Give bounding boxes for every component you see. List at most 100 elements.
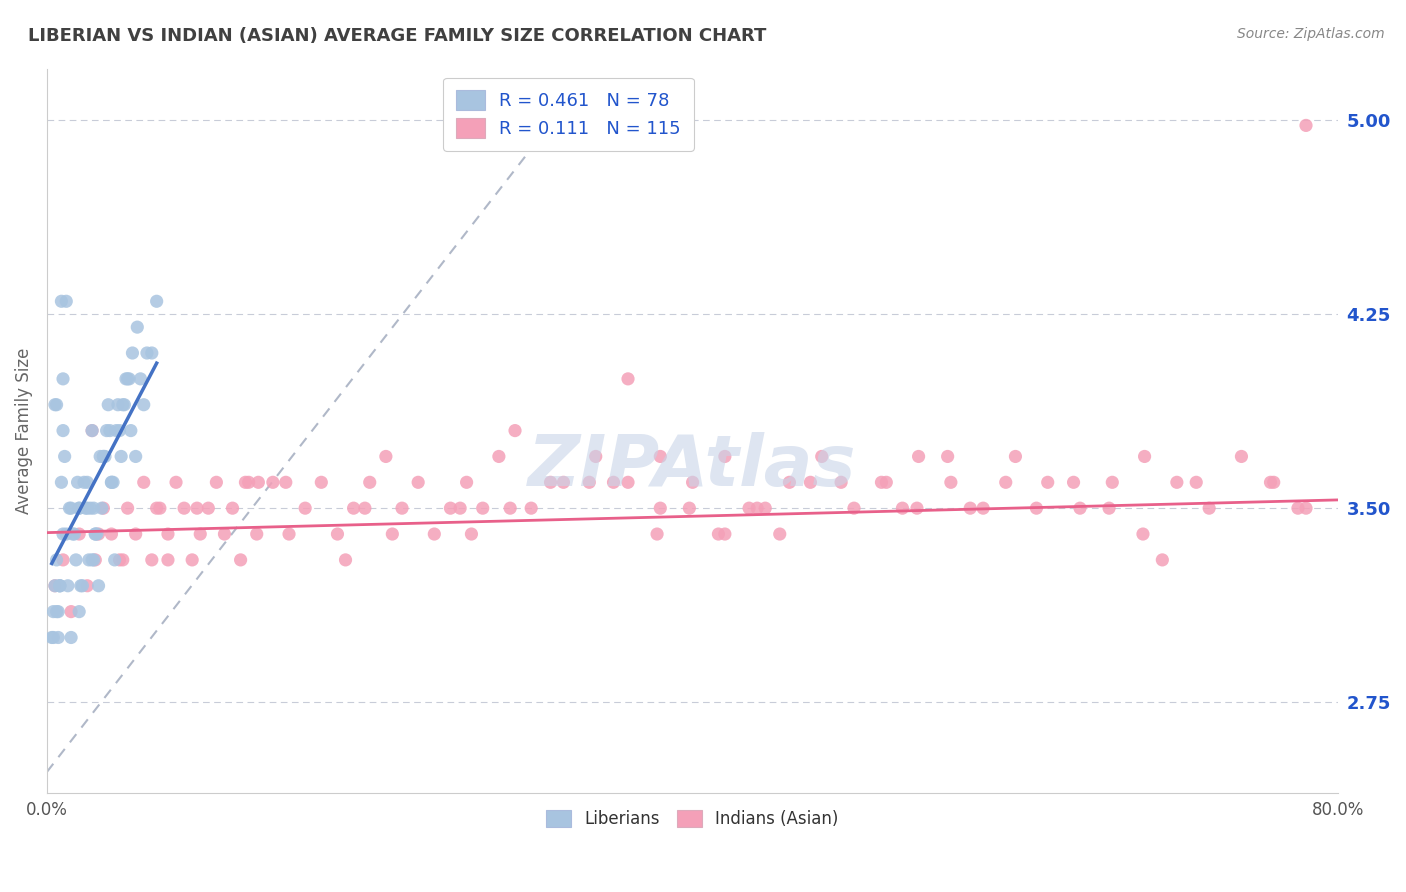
Point: [540, 475, 562, 490]
Point: [72, 579, 94, 593]
Point: [87, 527, 110, 541]
Point: [67, 501, 90, 516]
Point: [830, 475, 852, 490]
Point: [235, 475, 257, 490]
Point: [617, 475, 640, 490]
Point: [45, 553, 67, 567]
Point: [51, 475, 73, 490]
Point: [342, 501, 364, 516]
Point: [747, 501, 769, 516]
Point: [1295, 119, 1317, 133]
Point: [44, 398, 66, 412]
Point: [84, 527, 107, 541]
Point: [1230, 450, 1253, 464]
Point: [229, 553, 252, 567]
Point: [83, 553, 105, 567]
Point: [747, 850, 769, 864]
Point: [238, 475, 260, 490]
Legend: Liberians, Indians (Asian): Liberians, Indians (Asian): [540, 804, 845, 835]
Point: [80, 424, 103, 438]
Point: [1198, 501, 1220, 516]
Point: [127, 320, 149, 334]
Point: [49, 579, 72, 593]
Point: [905, 501, 928, 516]
Point: [602, 475, 624, 490]
Point: [471, 501, 494, 516]
Point: [156, 527, 179, 541]
Point: [381, 527, 404, 541]
Point: [100, 475, 122, 490]
Point: [1025, 501, 1047, 516]
Point: [44, 579, 66, 593]
Point: [141, 553, 163, 567]
Point: [145, 501, 167, 516]
Point: [52, 527, 75, 541]
Point: [585, 450, 607, 464]
Point: [67, 605, 90, 619]
Point: [354, 501, 377, 516]
Point: [1069, 501, 1091, 516]
Point: [115, 372, 138, 386]
Point: [278, 527, 301, 541]
Point: [66, 475, 89, 490]
Point: [488, 450, 510, 464]
Point: [67, 527, 90, 541]
Point: [294, 501, 316, 516]
Point: [120, 424, 142, 438]
Point: [97, 398, 120, 412]
Point: [891, 501, 914, 516]
Point: [108, 553, 131, 567]
Point: [1036, 475, 1059, 490]
Point: [107, 398, 129, 412]
Point: [86, 527, 108, 541]
Point: [52, 424, 75, 438]
Point: [1060, 850, 1083, 864]
Point: [1063, 475, 1085, 490]
Point: [246, 527, 269, 541]
Point: [136, 346, 159, 360]
Point: [778, 475, 800, 490]
Point: [112, 398, 135, 412]
Point: [1185, 475, 1208, 490]
Point: [93, 450, 115, 464]
Point: [682, 475, 704, 490]
Point: [104, 553, 127, 567]
Point: [449, 501, 471, 516]
Point: [359, 475, 381, 490]
Point: [274, 475, 297, 490]
Point: [994, 475, 1017, 490]
Point: [105, 424, 128, 438]
Point: [205, 475, 228, 490]
Point: [406, 475, 429, 490]
Point: [650, 450, 672, 464]
Point: [959, 501, 981, 516]
Point: [121, 346, 143, 360]
Text: ZIPAtlas: ZIPAtlas: [529, 433, 856, 501]
Point: [65, 553, 87, 567]
Point: [747, 838, 769, 852]
Point: [423, 527, 446, 541]
Point: [1132, 527, 1154, 541]
Point: [129, 372, 152, 386]
Point: [100, 475, 122, 490]
Point: [62, 527, 84, 541]
Point: [124, 450, 146, 464]
Point: [335, 553, 357, 567]
Point: [578, 475, 600, 490]
Point: [650, 501, 672, 516]
Point: [98, 424, 121, 438]
Point: [165, 475, 187, 490]
Point: [96, 424, 118, 438]
Point: [84, 553, 107, 567]
Point: [52, 372, 75, 386]
Point: [69, 579, 91, 593]
Point: [799, 475, 821, 490]
Point: [456, 475, 478, 490]
Point: [80, 424, 103, 438]
Point: [891, 863, 914, 878]
Point: [87, 579, 110, 593]
Point: [56, 579, 79, 593]
Point: [93, 501, 115, 516]
Point: [181, 553, 204, 567]
Point: [46, 631, 69, 645]
